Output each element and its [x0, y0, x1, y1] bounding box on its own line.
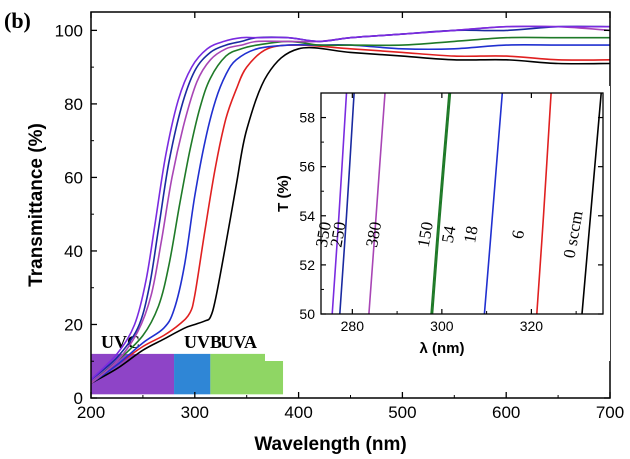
inset-y-axis-title: T (%)	[275, 175, 292, 212]
x-tick-label: 300	[181, 403, 209, 422]
main-series-group	[91, 25, 610, 384]
inset-series-line-1	[339, 93, 355, 314]
inset-y-tick-label: 52	[299, 257, 315, 273]
inset-series-line-3	[430, 93, 450, 314]
x-tick-label: 400	[284, 403, 312, 422]
inset-x-tick-label: 320	[520, 318, 544, 334]
main-series-line-6	[91, 25, 610, 381]
main-series-line-2	[91, 44, 610, 384]
main-series-line-3	[91, 36, 610, 384]
y-tick-label: 20	[64, 315, 83, 334]
inset-x-tick-label: 300	[430, 318, 454, 334]
band-label-uvc: UVC	[101, 332, 140, 352]
y-axis-title: Transmittance (%)	[26, 123, 47, 287]
x-tick-label: 200	[77, 403, 105, 422]
y-tick-label: 60	[64, 168, 83, 187]
inset-curve-label: 380	[362, 220, 385, 248]
y-tick-label: 80	[64, 95, 83, 114]
x-tick-label: 600	[492, 403, 520, 422]
inset-curve-label: 54	[438, 224, 460, 245]
inset-y-tick-label: 54	[299, 208, 315, 224]
inset-series-line-4	[431, 93, 452, 314]
x-axis-title: Wavelength (nm)	[254, 434, 406, 455]
x-tick-label: 500	[388, 403, 416, 422]
inset-x-axis-title: λ (nm)	[420, 340, 465, 357]
band-uvb	[174, 353, 211, 395]
inset-series-line-2	[368, 93, 386, 314]
main-series-line-1	[91, 44, 610, 384]
inset-x-tick-label: 280	[341, 318, 365, 334]
band-label-uva: UVA	[220, 332, 257, 352]
inset-curve-label: 250	[327, 220, 350, 248]
y-tick-label: 100	[55, 21, 83, 40]
inset-curve-label: 350	[312, 220, 335, 248]
inset-series-line-0	[331, 93, 348, 314]
y-tick-label: 0	[74, 389, 83, 408]
panel-label: (b)	[4, 8, 31, 33]
inset-curve-label: 6	[508, 229, 528, 241]
inset-curve-label: 18	[460, 224, 482, 244]
inset-series-line-6	[536, 93, 552, 314]
inset-series-group	[331, 93, 602, 314]
inset-plot-frame	[320, 92, 604, 315]
y-tick-label: 40	[64, 242, 83, 261]
inset-y-tick-label: 56	[299, 159, 315, 175]
inset-series-line-5	[483, 93, 504, 314]
inset-series-line-7	[581, 93, 602, 314]
main-series-line-0	[91, 46, 610, 384]
inset-y-tick-label: 50	[299, 306, 315, 322]
band-label-uvb: UVB	[184, 332, 222, 352]
x-tick-label: 700	[596, 403, 624, 422]
inset-curve-label: 150	[414, 220, 437, 248]
inset-y-tick-label: 58	[299, 110, 315, 126]
